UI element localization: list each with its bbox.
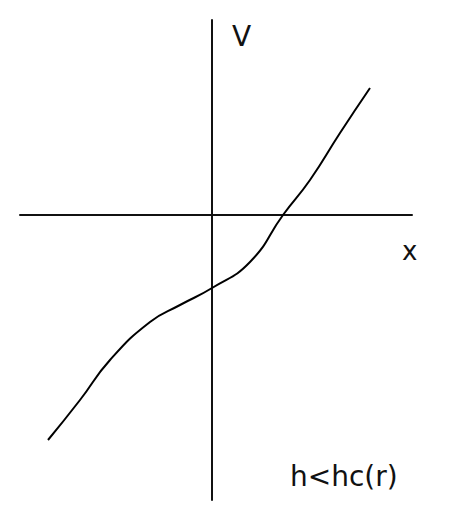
svg-text:x: x (402, 236, 417, 266)
svg-text:V: V (232, 20, 251, 53)
svg-text:h<hc(r): h<hc(r) (290, 460, 398, 493)
